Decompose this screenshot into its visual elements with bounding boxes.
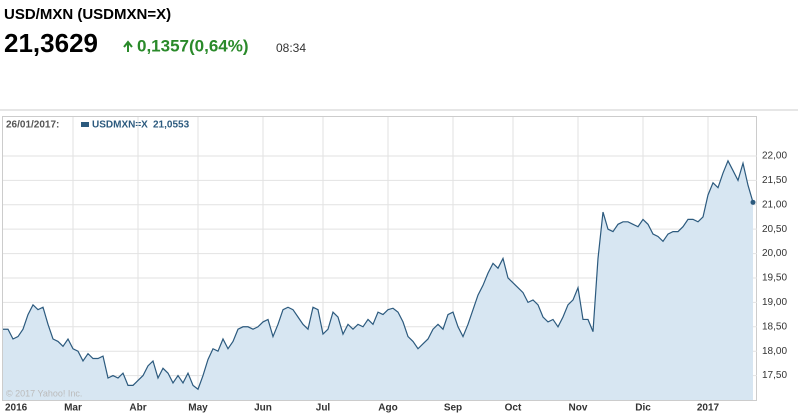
quote-price: 21,3629 bbox=[4, 28, 98, 58]
y-tick-label: 17,50 bbox=[762, 370, 787, 381]
y-tick-label: 20,00 bbox=[762, 248, 787, 259]
series-area bbox=[3, 160, 753, 400]
x-tick-label: Nov bbox=[569, 403, 588, 414]
x-tick-label: 2017 bbox=[697, 403, 720, 414]
y-tick-label: 22,00 bbox=[762, 151, 787, 162]
y-tick-label: 19,00 bbox=[762, 297, 787, 308]
x-tick-label: Jul bbox=[316, 403, 331, 414]
y-tick-label: 19,50 bbox=[762, 273, 787, 284]
plot-frame bbox=[2, 116, 757, 401]
plot: 2016 Mar Abr May Jun Jul Ago Sep Oct Nov Dic 2017 17… bbox=[3, 117, 787, 414]
legend-swatch bbox=[81, 122, 89, 127]
x-tick-label: Oct bbox=[505, 403, 522, 414]
x-tick-label: Jun bbox=[254, 403, 272, 414]
x-tick-label: 2016 bbox=[5, 403, 28, 414]
y-tick-label: 21,50 bbox=[762, 175, 787, 186]
x-tick-label: Ago bbox=[378, 403, 397, 414]
y-tick-label: 20,50 bbox=[762, 224, 787, 235]
x-tick-label: Mar bbox=[64, 403, 82, 414]
x-tick-label: Dic bbox=[635, 403, 651, 414]
x-tick-label: Abr bbox=[129, 403, 146, 414]
legend-value: 21,0553 bbox=[153, 120, 190, 131]
quote-change: 0,1357(0,64%) bbox=[137, 36, 249, 55]
x-tick-label: Sep bbox=[444, 403, 462, 414]
legend-name: USDMXN=X bbox=[92, 120, 148, 131]
quote-title: USD/MXN (USDMXN=X) bbox=[4, 6, 171, 23]
up-arrow bbox=[123, 40, 133, 52]
y-tick-label: 21,00 bbox=[762, 199, 787, 210]
y-tick-label: 18,00 bbox=[762, 346, 787, 357]
quote-time: 08:34 bbox=[276, 41, 306, 55]
y-tick-label: 18,50 bbox=[762, 321, 787, 332]
copyright: © 2017 Yahoo! Inc. bbox=[6, 388, 82, 398]
legend-date: 26/01/2017: bbox=[6, 120, 59, 131]
x-tick-label: May bbox=[188, 403, 208, 414]
last-point bbox=[750, 199, 756, 205]
series-line bbox=[3, 159, 754, 391]
